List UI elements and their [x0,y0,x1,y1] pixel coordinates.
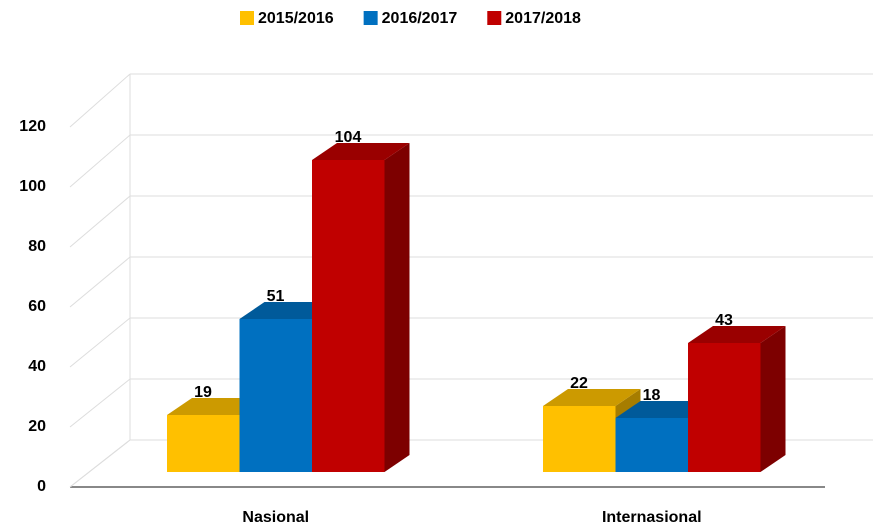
grid-line-side [69,195,131,248]
data-label: 18 [643,387,661,404]
grid-line-side [69,134,131,188]
bar [688,343,761,472]
grid-line-side [69,378,131,428]
legend-label: 2017/2018 [505,10,581,27]
y-tick-label: 100 [19,178,46,195]
bar [239,319,312,472]
bar-side [384,143,410,472]
y-tick-label: 0 [37,478,46,495]
legend-label: 2016/2017 [382,10,458,27]
x-tick-label: Internasional [602,509,702,526]
legend-swatch [363,11,378,25]
y-tick-label: 60 [28,298,46,315]
bar [543,406,616,472]
y-tick-label: 20 [28,418,46,435]
grid-line-side [69,317,131,368]
grid-line-side [69,439,131,488]
y-tick-label: 80 [28,238,46,255]
legend-label: 2015/2016 [258,10,334,27]
y-tick-label: 120 [19,118,46,135]
grid-line-side [69,256,131,308]
x-tick-label: Nasional [242,509,309,526]
bar [615,418,688,472]
data-label: 43 [715,312,733,329]
bar-top [543,389,641,406]
data-label: 22 [570,375,588,392]
bar [312,160,385,472]
legend-swatch [487,11,502,25]
bar-top [688,326,786,343]
bar-top [312,143,410,160]
grid-line-side [69,73,131,128]
data-label: 104 [335,129,362,146]
data-label: 51 [267,288,285,305]
bar [167,415,240,472]
data-label: 19 [194,384,212,401]
legend-swatch [240,11,254,25]
y-tick-label: 40 [28,358,46,375]
bar-side [760,326,786,472]
